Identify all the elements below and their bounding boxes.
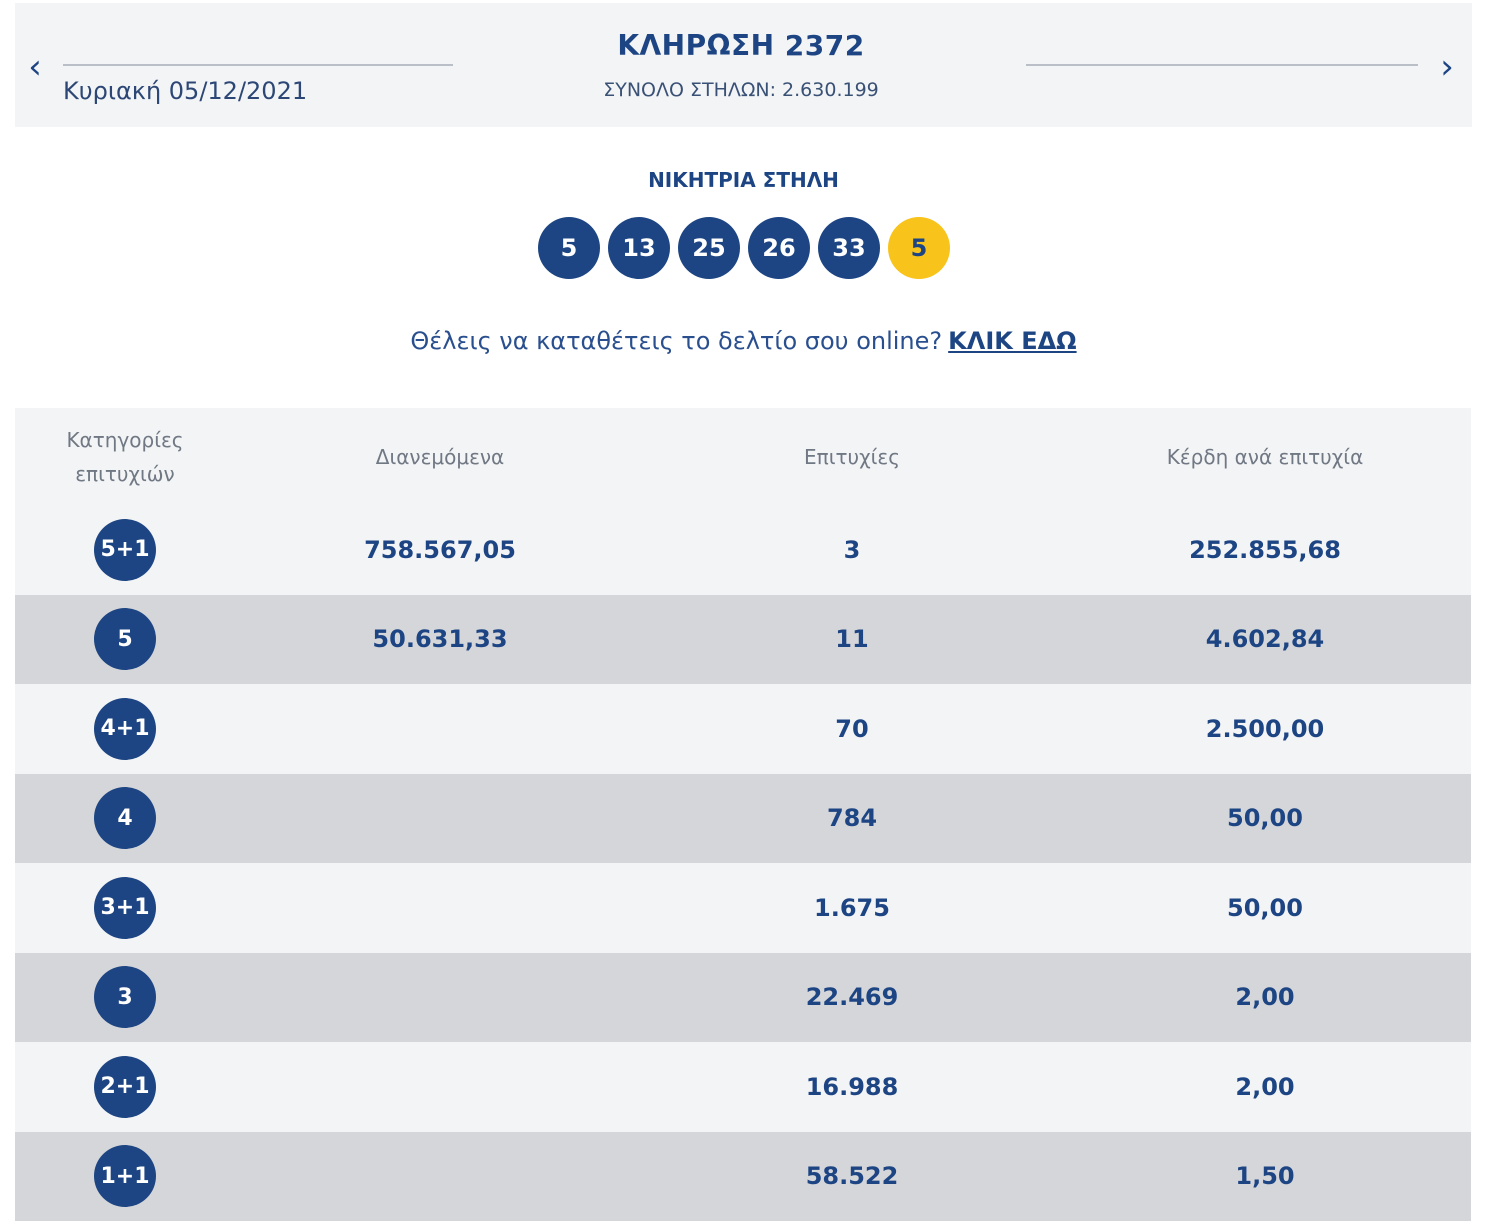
distributed-value [235,1132,645,1222]
winners-value: 58.522 [805,1162,899,1191]
category-badge: 3+1 [94,876,156,939]
table-row: 2+1 16.988 2,00 [15,1042,1471,1132]
prize-value: 2,00 [1235,1072,1295,1101]
next-draw-chevron-right-icon[interactable]: › [1440,47,1454,87]
winners-value: 3 [843,535,861,564]
distributed-value [235,684,645,774]
distributed-value [235,1042,645,1132]
header-winners: Επιτυχίες [804,444,900,469]
header-divider-right [1026,64,1418,66]
distributed-value: 50.631,33 [372,625,508,654]
category-badge: 3 [94,966,156,1029]
prize-value: 2.500,00 [1205,714,1325,743]
category-badge: 5+1 [94,518,156,581]
winners-value: 784 [826,804,878,833]
draw-header: ‹ Κυριακή 05/12/2021 ΚΛΗΡΩΣΗ 2372 ΣΥΝΟΛΟ… [15,3,1472,127]
online-prompt-text: Θέλεις να καταθέτεις το δελτίο σου onlin… [410,327,943,355]
prize-value: 1,50 [1235,1162,1295,1191]
winning-numbers: 5 13 25 26 33 5 [538,217,950,279]
prize-table: Κατηγορίες επιτυχιών Διανεμόμενα Επιτυχί… [15,408,1471,1221]
prize-value: 50,00 [1227,893,1303,922]
category-badge: 5 [94,608,156,671]
winning-number-ball: 13 [608,217,670,279]
winners-value: 16.988 [805,1072,899,1101]
prize-table-header: Κατηγορίες επιτυχιών Διανεμόμενα Επιτυχί… [15,408,1471,505]
winners-value: 70 [835,714,869,743]
winning-number-ball: 5 [538,217,600,279]
table-row: 1+1 58.522 1,50 [15,1131,1471,1222]
distributed-value [235,863,645,953]
category-badge: 2+1 [94,1055,156,1118]
category-badge: 1+1 [94,1145,156,1208]
category-badge: 4+1 [94,697,156,760]
winning-column-title: ΝΙΚΗΤΡΙΑ ΣΤΗΛΗ [648,168,839,192]
winners-value: 1.675 [814,893,890,922]
winning-number-ball: 33 [818,217,880,279]
prize-value: 50,00 [1227,804,1303,833]
previous-draw-chevron-left-icon[interactable]: ‹ [28,47,42,87]
header-categories: Κατηγορίες επιτυχιών [66,427,184,486]
header-divider-left [63,64,453,66]
draw-title: ΚΛΗΡΩΣΗ 2372 [617,29,865,62]
joker-number-ball: 5 [888,217,950,279]
total-columns: ΣΥΝΟΛΟ ΣΤΗΛΩΝ: 2.630.199 [603,79,879,101]
winning-number-ball: 25 [678,217,740,279]
online-prompt: Θέλεις να καταθέτεις το δελτίο σου onlin… [0,327,1487,355]
prize-value: 4.602,84 [1205,625,1325,654]
table-row: 4 784 50,00 [15,773,1471,864]
draw-date: Κυριακή 05/12/2021 [63,77,308,105]
table-row: 5+1 758.567,05 3 252.855,68 [15,505,1471,595]
table-row: 3+1 1.675 50,00 [15,863,1471,953]
winners-value: 11 [835,625,869,654]
table-row: 4+1 70 2.500,00 [15,684,1471,774]
table-row: 3 22.469 2,00 [15,952,1471,1043]
winning-number-ball: 26 [748,217,810,279]
table-row: 5 50.631,33 11 4.602,84 [15,594,1471,684]
distributed-value [235,774,645,864]
winners-value: 22.469 [805,983,899,1012]
distributed-value: 758.567,05 [364,535,516,564]
header-prize-per-winner: Κέρδη ανά επιτυχία [1166,444,1364,469]
click-here-link[interactable]: ΚΛΙΚ ΕΔΩ [948,327,1077,355]
prize-value: 252.855,68 [1189,535,1341,564]
category-badge: 4 [94,787,156,850]
header-distributed: Διανεμόμενα [375,444,505,469]
prize-value: 2,00 [1235,983,1295,1012]
distributed-value [235,953,645,1043]
